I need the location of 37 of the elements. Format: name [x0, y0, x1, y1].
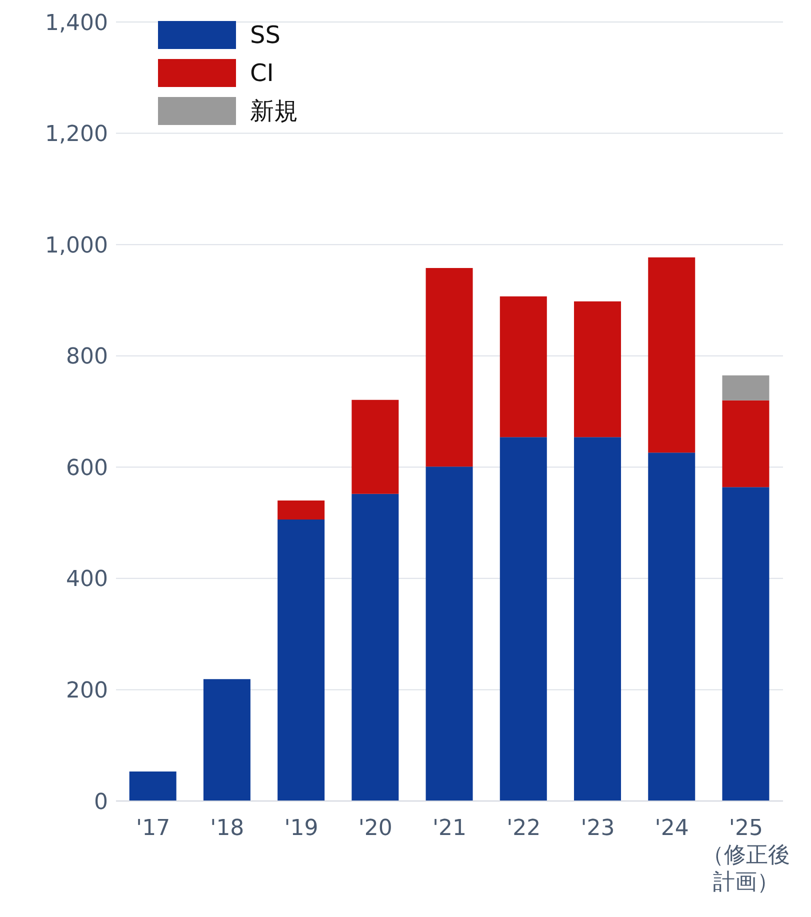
bar	[500, 437, 547, 801]
bar	[722, 375, 770, 400]
bar	[352, 400, 399, 494]
y-tick-label: 1,000	[45, 233, 108, 258]
bar	[574, 437, 622, 801]
x-tick-label: '24	[654, 816, 689, 841]
legend-label: 新規	[250, 96, 298, 127]
bar	[278, 500, 325, 520]
bar	[203, 679, 250, 801]
legend-label: CI	[250, 59, 274, 87]
bar	[426, 268, 473, 467]
y-tick-label: 800	[66, 344, 108, 370]
x-tick-label: '22	[506, 816, 541, 841]
bar	[278, 519, 325, 801]
bar	[648, 257, 696, 453]
x-tick-label: '23	[580, 816, 615, 841]
y-tick-label: 1,200	[45, 122, 108, 148]
x-tick-label: '18	[210, 816, 244, 841]
bar	[129, 772, 176, 801]
x-tick-label: '25 （修正後計画）	[702, 816, 790, 895]
bar	[722, 400, 770, 488]
bar	[722, 487, 770, 801]
bar	[648, 452, 696, 801]
x-tick-label: '21	[432, 816, 467, 841]
x-tick-label: '20	[358, 816, 392, 841]
x-tick-label: '19	[284, 816, 318, 841]
legend-label: SS	[250, 21, 280, 49]
y-tick-label: 1,400	[45, 10, 108, 36]
y-tick-label: 0	[94, 790, 108, 815]
y-tick-label: 600	[66, 456, 108, 481]
y-tick-label: 200	[66, 678, 108, 704]
bar	[500, 296, 547, 438]
x-tick-label: '17	[136, 816, 170, 841]
bar	[574, 301, 622, 438]
bar	[426, 466, 473, 801]
y-tick-label: 400	[66, 567, 108, 592]
bar	[352, 494, 399, 801]
